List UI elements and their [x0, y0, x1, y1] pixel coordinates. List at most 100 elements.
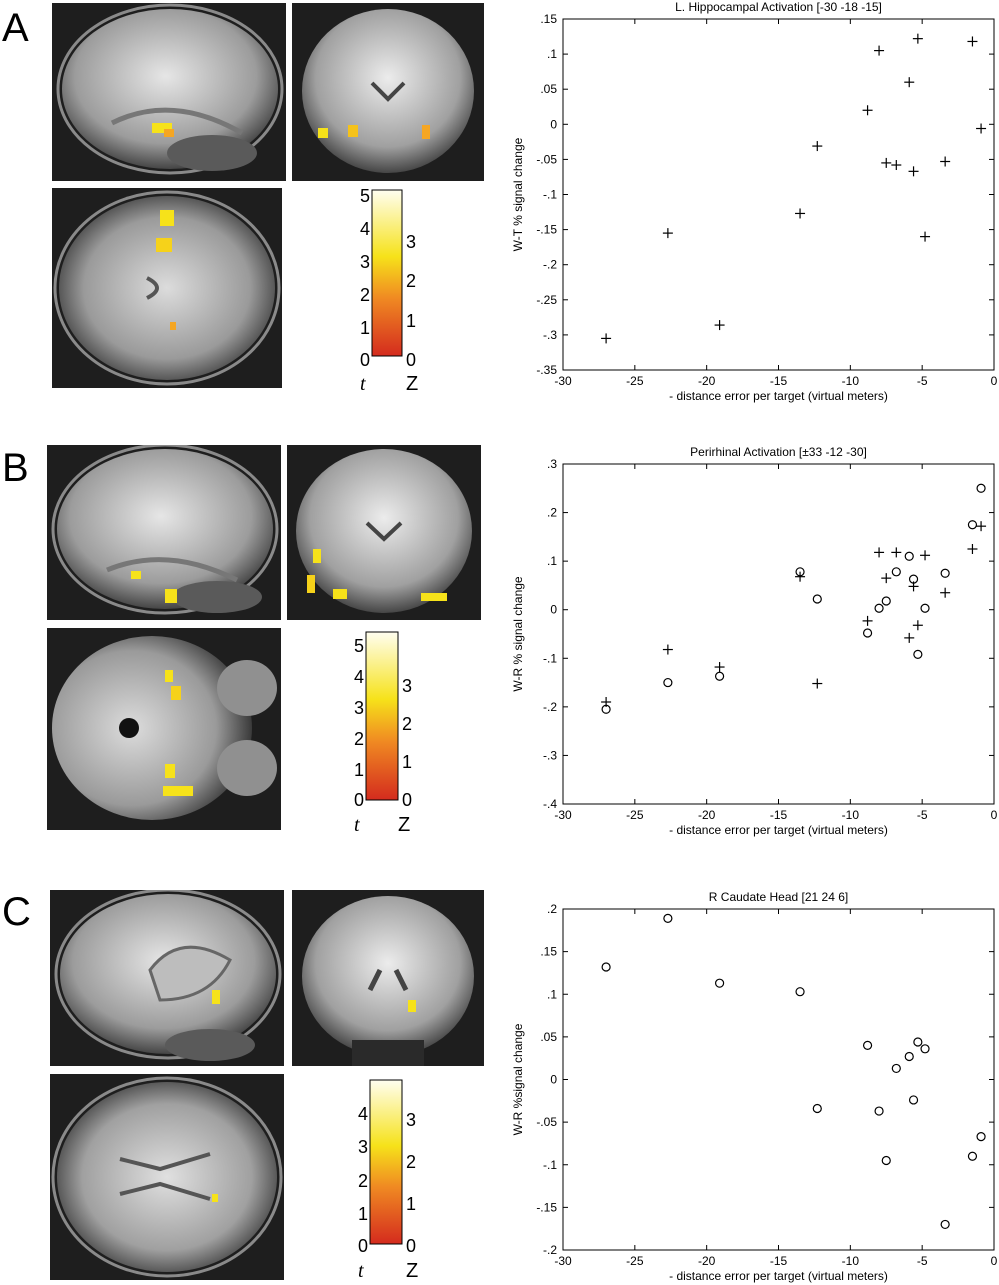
x-tick-label: 0: [991, 808, 998, 822]
data-point-plus: [967, 544, 978, 554]
y-tick-label: .15: [540, 12, 557, 26]
data-point-plus: [874, 547, 885, 558]
colorbar-t-tick: 0: [358, 1236, 368, 1256]
colorbar-t-tick: 4: [358, 1104, 368, 1124]
data-point-circle: [795, 987, 805, 997]
y-axis-label: W-R % signal change: [511, 576, 525, 691]
x-tick-label: -20: [698, 1254, 716, 1268]
data-point-plus: [904, 632, 915, 643]
data-point-plus: [601, 333, 612, 344]
y-tick-label: -.1: [543, 188, 557, 202]
colorbar-t-tick: 3: [360, 252, 370, 272]
data-point-circle: [913, 649, 923, 659]
y-tick-label: -.1: [543, 651, 557, 665]
y-tick-label: -.1: [543, 1158, 557, 1172]
x-tick-label: -5: [917, 1254, 928, 1268]
y-axis-label: W-R %signal change: [511, 1023, 525, 1135]
colorbar-t-tick: 3: [358, 1137, 368, 1157]
y-tick-label: -.2: [543, 258, 557, 272]
plot-area: [562, 18, 995, 371]
y-tick-label: -.4: [543, 797, 557, 811]
data-point-circle: [904, 1051, 914, 1062]
data-point-circle: [891, 1063, 901, 1074]
data-point-plus: [976, 521, 987, 532]
x-tick-label: -5: [917, 808, 928, 822]
y-tick-label: .1: [547, 47, 557, 61]
data-point-plus: [912, 33, 923, 44]
y-tick-label: -.2: [543, 1243, 557, 1257]
y-tick-label: .15: [540, 945, 557, 959]
scatter-chart-caudate: R Caudate Head [21 24 6] -30 -25 -20 -15 -10-…: [500, 880, 999, 1285]
x-tick-label: -15: [770, 374, 788, 388]
y-tick-label: -.05: [536, 1115, 557, 1129]
x-tick-label: 0: [991, 1254, 998, 1268]
x-tick-label: -30: [554, 808, 572, 822]
x-axis-label: - distance error per target (virtual met…: [669, 389, 888, 403]
colorbar: 5 4 3 2 1 0 3 2 1 0 t Z: [334, 628, 434, 840]
data-point-circle: [663, 677, 673, 688]
colorbar-z-ticks: 3 2 1 0: [406, 1110, 416, 1256]
data-point-circle: [920, 603, 930, 613]
data-point-circle: [812, 594, 822, 604]
x-tick-label: -30: [554, 374, 572, 388]
colorbar: 5 4 3 2 1 0 3 2 1 0 t Z: [340, 188, 440, 398]
x-tick-label: -5: [917, 374, 928, 388]
colorbar-z-tick: 3: [402, 676, 412, 696]
panel-b: B: [0, 430, 999, 840]
data-point-circle: [940, 1219, 950, 1230]
x-tick-label: -20: [698, 808, 716, 822]
y-tick-label: 0: [550, 117, 557, 131]
y-tick-label: .2: [547, 902, 557, 916]
x-tick-label: -25: [626, 808, 644, 822]
sagittal-slice-image: [52, 3, 286, 181]
colorbar-z-ticks: 3 2 1 0: [402, 676, 412, 810]
colorbar-z-tick: 0: [406, 1236, 416, 1256]
colorbar-z-ticks: 3 2 1 0: [406, 232, 416, 370]
colorbar-z-tick: 1: [406, 1194, 416, 1214]
axial-slice-image: [47, 628, 281, 830]
scatter-chart-perirhinal: Perirhinal Activation [±33 -12 -30] -30 -2…: [500, 430, 999, 840]
data-point-plus: [812, 141, 823, 152]
x-tick-label: -20: [698, 374, 716, 388]
y-tick-label: .2: [547, 506, 557, 520]
colorbar-z-tick: 0: [402, 790, 412, 810]
x-tick-label: -25: [626, 374, 644, 388]
colorbar-t-tick: 1: [358, 1204, 368, 1224]
data-point-plus: [795, 571, 806, 582]
colorbar-z-tick: 2: [402, 714, 412, 734]
data-point-circle: [874, 603, 884, 613]
y-tick-label: -.15: [536, 223, 557, 237]
data-point-circle: [940, 568, 950, 578]
data-point-circle: [601, 962, 611, 972]
data-point-circle: [795, 567, 805, 577]
data-point-plus: [891, 160, 902, 171]
colorbar-z-label: Z: [398, 814, 410, 836]
chart-title: Perirhinal Activation [±33 -12 -30]: [690, 445, 867, 459]
plot-area: [562, 463, 995, 805]
x-tick-label: 0: [991, 374, 998, 388]
colorbar-t-tick: 5: [354, 636, 364, 656]
coronal-slice-image: [287, 445, 481, 620]
data-point-circle: [881, 1155, 891, 1166]
colorbar-t-tick: 0: [354, 790, 364, 810]
data-point-circle: [862, 1040, 873, 1050]
colorbar-t-label: t: [358, 1260, 364, 1282]
data-point-circle: [881, 596, 891, 606]
colorbar-t-tick: 2: [360, 285, 370, 305]
data-point-plus: [891, 547, 902, 558]
colorbar-t-tick: 1: [360, 318, 370, 338]
y-tick-label: -.15: [536, 1200, 557, 1214]
panel-c: C: [0, 880, 999, 1285]
colorbar-z-tick: 2: [406, 1152, 416, 1172]
data-point-circle: [601, 704, 611, 714]
y-tick-label: 0: [550, 603, 557, 617]
colorbar: 4 3 2 1 0 3 2 1 0 t Z: [338, 1078, 438, 1285]
data-point-plus: [881, 573, 892, 584]
colorbar-t-tick: 2: [354, 729, 364, 749]
panel-label: B: [2, 446, 29, 490]
data-point-circle: [904, 551, 914, 561]
data-point-plus: [940, 587, 951, 598]
colorbar-z-tick: 0: [406, 350, 416, 370]
data-point-circle: [714, 978, 725, 988]
y-tick-label: .1: [547, 987, 557, 1001]
